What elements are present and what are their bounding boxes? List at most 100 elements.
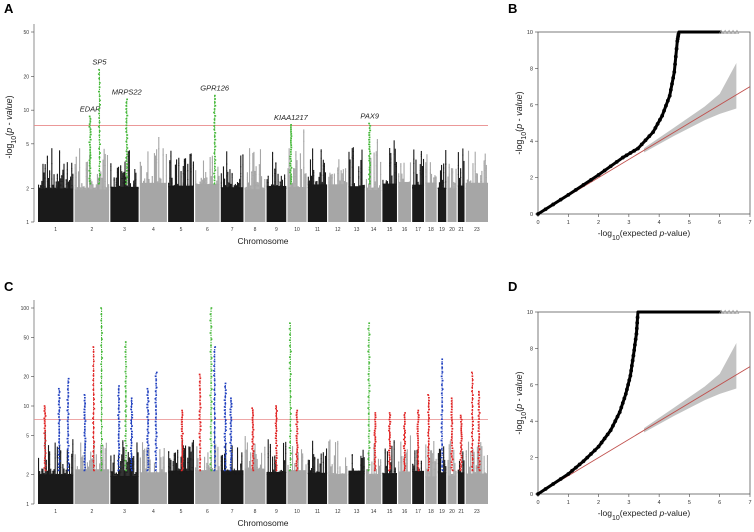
snp-column: [362, 185, 364, 188]
snp-column: [105, 187, 107, 191]
snp-point: [262, 472, 264, 474]
hit-point: [224, 402, 227, 405]
snp-point: [407, 473, 409, 475]
snp-column: [247, 182, 250, 191]
snp-point: [335, 187, 337, 189]
snp-column: [275, 459, 277, 473]
snp-column: [46, 470, 48, 476]
snp-column: [458, 460, 461, 474]
hit-point: [89, 154, 92, 157]
hit-point: [89, 151, 92, 154]
snp-column: [398, 461, 400, 473]
snp-point: [216, 473, 218, 475]
hit-point: [117, 388, 120, 391]
observed-point: [632, 148, 637, 153]
snp-point: [124, 187, 126, 189]
x-tick-label: 5: [688, 220, 691, 226]
snp-column: [348, 151, 350, 188]
snp-point: [222, 473, 224, 475]
snp-column: [336, 474, 338, 476]
hit-point: [251, 445, 254, 448]
snp-column: [147, 151, 149, 184]
snp-point: [471, 187, 473, 189]
hit-point: [99, 103, 101, 106]
snp-column: [245, 187, 247, 191]
observed-point: [639, 142, 644, 147]
hit-point: [470, 431, 473, 434]
snp-point: [349, 473, 351, 475]
hit-point: [66, 420, 69, 422]
observed-point: [667, 93, 672, 98]
hit-point: [214, 426, 216, 429]
hit-locus-19: [288, 322, 292, 472]
snp-column: [349, 159, 351, 188]
snp-point: [398, 186, 400, 188]
observed-point: [613, 419, 618, 424]
snp-column: [393, 440, 395, 475]
snp-point: [85, 472, 87, 474]
snp-point: [200, 473, 202, 475]
snp-column: [474, 472, 476, 475]
hit-point: [124, 420, 127, 422]
snp-column: [184, 445, 187, 472]
hit-point: [403, 460, 405, 463]
hit-point: [124, 459, 127, 462]
snp-column: [143, 180, 145, 184]
hit-point: [471, 405, 474, 408]
snp-point: [86, 471, 88, 473]
snp-column: [173, 452, 175, 472]
hit-point: [374, 438, 377, 441]
snp-point: [407, 473, 409, 475]
snp-point: [263, 473, 265, 475]
snp-column: [290, 470, 292, 472]
hit-point: [43, 417, 46, 420]
hit-point: [58, 409, 61, 412]
hit-point: [98, 178, 101, 181]
hit-locus-6: [117, 385, 121, 472]
snp-point: [106, 473, 108, 475]
hit-point: [251, 433, 254, 436]
snp-column: [229, 169, 231, 189]
hit-point: [416, 465, 419, 467]
hit-point: [88, 141, 91, 144]
snp-column: [467, 441, 470, 475]
snp-point: [308, 187, 310, 189]
snp-point: [461, 473, 463, 475]
snp-point: [247, 471, 249, 473]
hit-point: [118, 411, 121, 413]
x-tick-label: 4: [658, 500, 661, 506]
snp-column: [39, 188, 41, 190]
snp-column: [132, 457, 134, 477]
gene-label: KIAA1217: [274, 113, 309, 122]
hit-point: [290, 413, 292, 415]
snp-column: [148, 178, 150, 184]
snp-column: [139, 161, 141, 184]
snp-column: [129, 183, 132, 188]
hit-point: [155, 458, 158, 460]
hit-point: [83, 411, 86, 414]
snp-column: [208, 183, 210, 186]
hit-point: [92, 436, 95, 439]
snp-column: [140, 165, 142, 184]
observed-point: [573, 465, 578, 470]
hit-locus-20: [295, 409, 299, 472]
hit-point: [181, 455, 183, 458]
snp-column: [151, 176, 153, 184]
chromosome-19-base: [437, 472, 447, 504]
hit-point: [213, 379, 216, 382]
snp-column: [290, 183, 292, 189]
hit-point: [450, 414, 453, 416]
hit-point: [295, 453, 298, 456]
snp-column: [115, 177, 117, 188]
observed-point: [617, 410, 622, 415]
snp-column: [426, 468, 428, 478]
snp-column: [123, 447, 125, 477]
hit-point: [450, 405, 453, 408]
snp-point: [407, 187, 409, 189]
hit-point: [275, 407, 277, 410]
snp-point: [417, 471, 419, 473]
hit-point: [290, 176, 293, 178]
hit-point: [101, 357, 104, 359]
hit-point: [84, 446, 87, 448]
hit-point: [58, 431, 61, 434]
